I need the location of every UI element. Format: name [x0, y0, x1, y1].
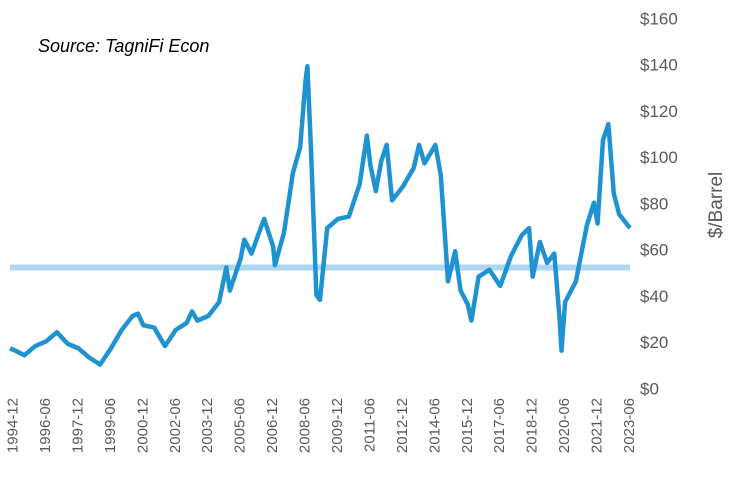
x-tick-label: 2000-12	[134, 398, 151, 453]
x-tick-label: 2002-06	[167, 398, 184, 453]
price-line	[9, 64, 632, 367]
y-tick-label: $40	[640, 287, 668, 306]
x-tick-label: 1994-12	[5, 398, 22, 453]
x-tick-label: 2015-12	[459, 398, 476, 453]
y-tick-label: $0	[640, 379, 659, 398]
y-axis-label: $/Barrel	[706, 172, 727, 239]
y-tick-label: $140	[640, 56, 678, 75]
x-tick-label: 2008-06	[297, 398, 314, 453]
x-tick-label: 2017-06	[491, 398, 508, 453]
y-tick-label: $60	[640, 241, 668, 260]
x-tick-label: 2018-12	[524, 398, 541, 453]
y-tick-label: $160	[640, 9, 678, 28]
x-tick-label: 2009-12	[329, 398, 346, 453]
x-tick-label: 1996-06	[37, 398, 54, 453]
x-tick-label: 2003-12	[199, 398, 216, 453]
x-tick-label: 2011-06	[361, 398, 378, 452]
x-tick-label: 2020-06	[556, 398, 573, 453]
y-tick-label: $100	[640, 148, 678, 167]
annotation: Source: TagniFi Econ	[38, 36, 209, 56]
y-tick-label: $20	[640, 333, 668, 352]
x-tick-label: 2014-06	[426, 398, 443, 453]
x-tick-label: 2023-06	[621, 398, 638, 453]
y-tick-label: $120	[640, 102, 678, 121]
x-tick-label: 2021-12	[589, 398, 606, 453]
x-tick-label: 2005-06	[232, 398, 249, 453]
x-tick-label: 2006-12	[264, 398, 281, 453]
x-tick-label: 2012-12	[394, 398, 411, 453]
y-tick-label: $80	[640, 194, 668, 213]
x-tick-label: 1999-06	[102, 398, 119, 453]
x-tick-label: 1997-12	[69, 398, 86, 453]
